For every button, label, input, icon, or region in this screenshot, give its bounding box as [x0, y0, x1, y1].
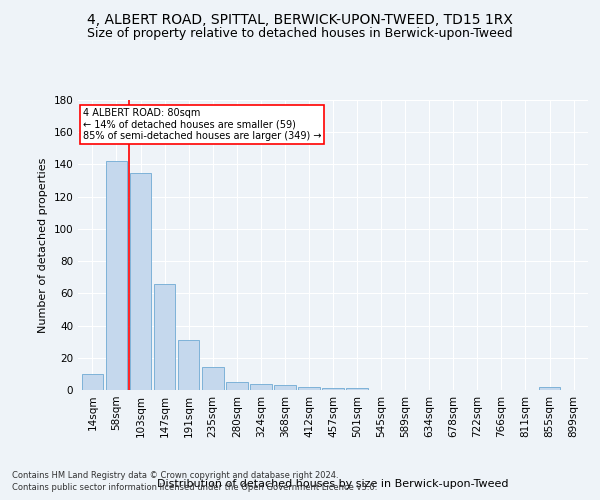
Bar	[274, 385, 296, 390]
Bar	[322, 388, 344, 390]
Bar	[539, 387, 560, 390]
Bar	[178, 340, 199, 390]
Bar	[346, 388, 368, 390]
Bar	[154, 284, 175, 390]
Text: Contains HM Land Registry data © Crown copyright and database right 2024.: Contains HM Land Registry data © Crown c…	[12, 471, 338, 480]
Bar	[106, 161, 127, 390]
Y-axis label: Number of detached properties: Number of detached properties	[38, 158, 48, 332]
Text: 4 ALBERT ROAD: 80sqm
← 14% of detached houses are smaller (59)
85% of semi-detac: 4 ALBERT ROAD: 80sqm ← 14% of detached h…	[83, 108, 322, 142]
Bar	[298, 387, 320, 390]
Text: 4, ALBERT ROAD, SPITTAL, BERWICK-UPON-TWEED, TD15 1RX: 4, ALBERT ROAD, SPITTAL, BERWICK-UPON-TW…	[87, 12, 513, 26]
Bar	[250, 384, 272, 390]
Text: Size of property relative to detached houses in Berwick-upon-Tweed: Size of property relative to detached ho…	[87, 28, 513, 40]
Bar	[202, 368, 224, 390]
Text: Contains public sector information licensed under the Open Government Licence v3: Contains public sector information licen…	[12, 484, 377, 492]
X-axis label: Distribution of detached houses by size in Berwick-upon-Tweed: Distribution of detached houses by size …	[157, 478, 509, 488]
Bar	[130, 172, 151, 390]
Bar	[82, 374, 103, 390]
Bar	[226, 382, 248, 390]
